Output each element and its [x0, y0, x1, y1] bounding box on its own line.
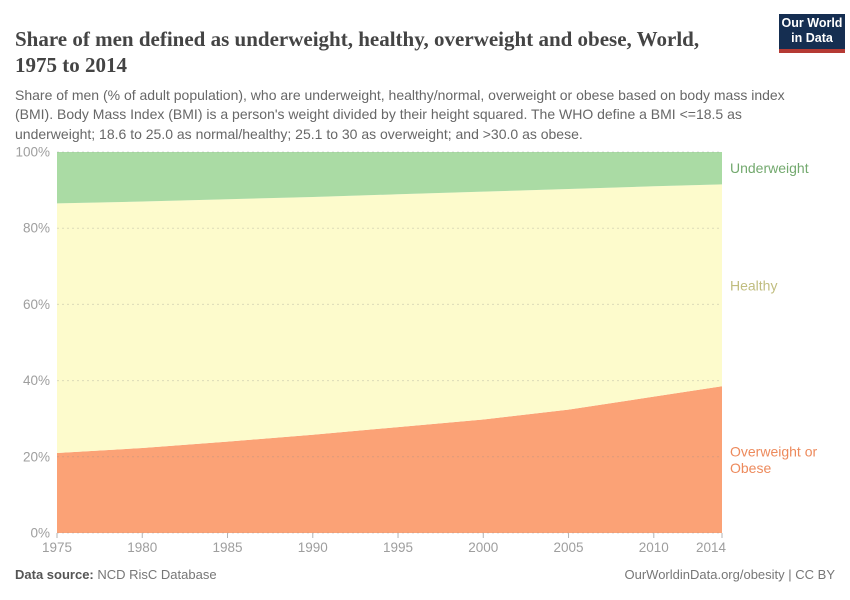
- chart-canvas[interactable]: 0% 20% 40% 60% 80% 100% 1975 1980 1985 1990 1995 20…: [0, 140, 850, 560]
- x-axis-tick-label: 2010: [639, 540, 669, 555]
- series-label-underweight: Underweight: [730, 160, 809, 176]
- data-source: Data source: NCD RisC Database: [15, 567, 217, 582]
- series-area-underweight[interactable]: [57, 152, 722, 204]
- series-label-overweight-or-obese: Overweight or: [730, 443, 817, 459]
- x-axis-tick-label: 1980: [127, 540, 157, 555]
- y-axis-tick-label: 100%: [15, 145, 50, 160]
- x-axis-tick-label: 1975: [42, 540, 72, 555]
- x-axis-tick-label: 1995: [383, 540, 413, 555]
- y-axis-tick-label: 20%: [23, 449, 50, 464]
- series-area-healthy[interactable]: [57, 184, 722, 453]
- x-axis-tick-label: 2005: [554, 540, 584, 555]
- x-axis-tick-label: 1985: [212, 540, 242, 555]
- owid-logo-accent-bar: [779, 49, 845, 53]
- x-axis-tick-label: 2000: [468, 540, 498, 555]
- x-axis-tick-label: 2014: [696, 540, 727, 555]
- y-axis-tick-label: 60%: [23, 297, 50, 312]
- owid-logo-box: Our World in Data: [779, 14, 845, 49]
- y-axis-tick-label: 0%: [30, 526, 50, 541]
- y-axis-tick-label: 80%: [23, 221, 50, 236]
- owid-logo-line1: Our World: [781, 16, 843, 30]
- chart-area: 0% 20% 40% 60% 80% 100% 1975 1980 1985 1990 1995 20…: [0, 140, 850, 560]
- owid-logo-line2: in Data: [791, 31, 833, 45]
- chart-title: Share of men defined as underweight, hea…: [15, 27, 700, 78]
- owid-license-link[interactable]: OurWorldinData.org/obesity | CC BY: [624, 567, 836, 582]
- series-area-overweight-or-obese[interactable]: [57, 386, 722, 533]
- chart-subtitle: Share of men (% of adult population), wh…: [15, 87, 785, 142]
- x-axis-tick-label: 1990: [298, 540, 328, 555]
- chart-footer: Data source: NCD RisC Database OurWorldi…: [15, 567, 835, 582]
- data-source-label: Data source:: [15, 567, 94, 582]
- data-source-value: NCD RisC Database: [93, 567, 217, 582]
- owid-logo[interactable]: Our World in Data: [779, 14, 845, 53]
- series-label-overweight-or-obese: Obese: [730, 460, 771, 476]
- series-label-healthy: Healthy: [730, 277, 777, 293]
- y-axis-tick-label: 40%: [23, 373, 50, 388]
